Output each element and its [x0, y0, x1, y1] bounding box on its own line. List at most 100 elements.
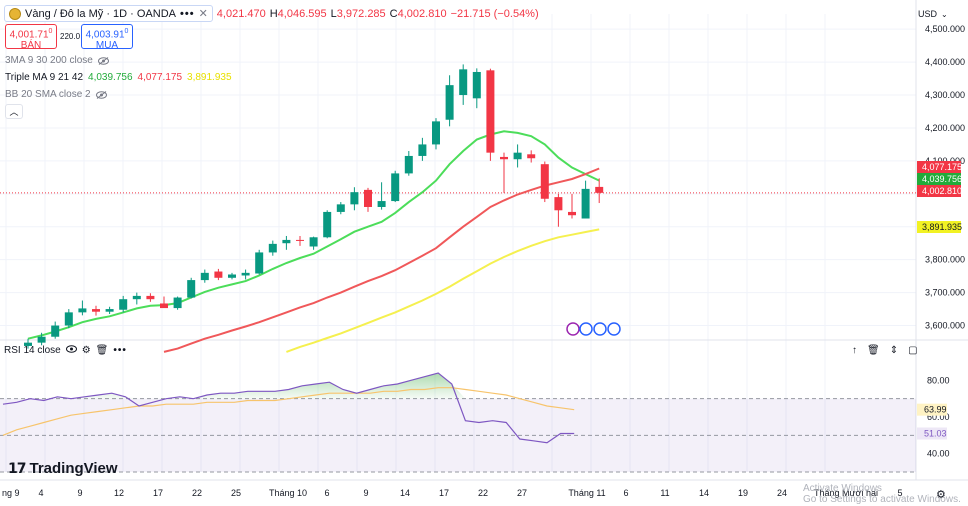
currency-selector[interactable]: USD ⌄ — [918, 9, 948, 19]
price-axis-badge: 4,002.810 — [917, 185, 962, 197]
time-tick-label: Tháng 10 — [269, 488, 307, 498]
triple-ma-value-3: 3,891.935 — [187, 72, 232, 83]
ohlc-high: H4,046.595 — [269, 7, 327, 20]
maximize-icon[interactable]: ▢ — [908, 345, 918, 356]
rsi-axis-badge: 51.03 — [917, 427, 947, 440]
more-dots-icon[interactable]: ••• — [113, 345, 127, 356]
price-tick-label: 4,500.000 — [925, 24, 965, 34]
candle-body — [228, 274, 236, 278]
price-axis-badge: 4,077.175 — [917, 161, 962, 173]
indicator-triple-ma[interactable]: Triple MA 9 21 42 4,039.756 4,077.175 3,… — [5, 72, 232, 83]
candle — [51, 321, 60, 339]
candle-body — [309, 237, 318, 247]
rsi-axis-badge: 63.99 — [917, 403, 947, 416]
watermark-line-2: Go to Settings to activate Windows. — [803, 494, 961, 505]
candle — [472, 68, 481, 109]
price-axis-badge-label: 4,039.756 — [922, 174, 962, 184]
collapse-icon[interactable]: ⇕ — [889, 345, 899, 356]
candle-body — [432, 121, 440, 145]
more-dots-icon[interactable]: ••• — [180, 7, 195, 20]
candle-body — [391, 173, 400, 202]
candle-body — [241, 272, 250, 276]
price-tick-label: 4,300.000 — [925, 90, 965, 100]
rsi-label: RSI 14 close — [4, 345, 61, 356]
candle — [418, 137, 427, 161]
eye-crossed-icon[interactable] — [97, 56, 109, 65]
sell-button[interactable]: 4,001.710 BÁN — [5, 24, 57, 51]
time-tick-label: 6 — [623, 488, 628, 498]
ma-mid-line — [163, 167, 600, 353]
candle — [595, 178, 604, 204]
time-tick-label: Tháng 11 — [568, 488, 605, 498]
lightning-event-icon — [566, 322, 580, 336]
candle — [119, 295, 128, 313]
candle — [78, 300, 87, 316]
candle-body — [214, 271, 223, 278]
time-tick-label: 9 — [363, 488, 368, 498]
candle — [173, 296, 182, 310]
indicator-3ma-label: 3MA 9 30 200 close — [5, 55, 93, 66]
windows-activation-watermark: Activate Windows Go to Settings to activ… — [803, 483, 961, 505]
candle — [255, 249, 264, 275]
sell-price: 4,001.71 — [9, 29, 49, 41]
rsi-tick-label: 60.00 — [927, 412, 950, 422]
ohlc-low: L3,972.285 — [330, 7, 386, 20]
candle-body — [336, 204, 345, 212]
candle-body — [187, 280, 196, 298]
currency-label: USD — [918, 9, 938, 19]
trash-icon[interactable]: 🗑 — [867, 345, 880, 356]
buy-button[interactable]: 4,003.910 MUA — [81, 24, 133, 52]
candle — [296, 235, 304, 246]
candle — [24, 338, 32, 349]
symbol-chip[interactable]: Vàng / Đô la Mỹ · 1D · OANDA ••• ✕ — [4, 5, 213, 22]
rsi-tick-label: 80.00 — [927, 375, 950, 385]
ma-fast-line — [27, 130, 600, 340]
rsi-ma-line — [2, 387, 575, 436]
candle — [527, 150, 536, 163]
rsi-axis-badge-label: 63.99 — [924, 405, 947, 415]
settings-icon[interactable]: ⚙ — [81, 345, 91, 356]
time-tick-label: 5 — [897, 488, 902, 498]
candle-body — [200, 272, 209, 281]
rsi-axis-badge-label: 51.03 — [924, 429, 947, 439]
price-axis-badge: 3,891.935 — [917, 221, 962, 233]
time-tick-label: 22 — [478, 488, 488, 498]
candle-body — [568, 211, 576, 216]
rsi-overbought-fill — [3, 373, 575, 399]
candle-body — [119, 299, 128, 310]
chevron-down-icon: ⌄ — [941, 9, 948, 19]
indicator-3ma[interactable]: 3MA 9 30 200 close — [5, 55, 109, 66]
symbol-name: Vàng / Đô la Mỹ · 1D · OANDA — [25, 7, 176, 20]
candle-body — [173, 297, 182, 309]
eye-icon[interactable] — [65, 345, 77, 356]
buy-label: MUA — [95, 40, 119, 52]
candle — [228, 272, 236, 280]
candle-body — [418, 144, 427, 156]
close-icon[interactable]: ✕ — [198, 8, 208, 20]
candle-body — [268, 243, 277, 253]
collapse-legend-button[interactable]: ︿ — [5, 104, 23, 119]
candle-body — [64, 312, 73, 326]
candle-body — [296, 239, 304, 241]
candle — [214, 268, 223, 281]
rsi-pane-tools: ↑ 🗑 ⇕ ▢ — [852, 345, 918, 356]
price-axis-badge-label: 3,891.935 — [922, 222, 962, 232]
candle — [377, 182, 386, 210]
rsi-tick-label: 40.00 — [927, 449, 950, 459]
axis-settings-icon[interactable]: ⚙ — [936, 489, 946, 501]
indicator-bb[interactable]: BB 20 SMA close 2 — [5, 89, 107, 100]
tradingview-logo[interactable]: 17 TradingView — [8, 460, 118, 477]
eye-crossed-icon[interactable] — [95, 90, 107, 99]
candle — [500, 152, 508, 193]
candle — [486, 68, 495, 161]
candle — [513, 144, 522, 168]
trash-icon[interactable]: 🗑 — [95, 345, 109, 356]
arrow-up-icon[interactable]: ↑ — [852, 345, 857, 356]
time-tick-label: Tháng Mười hai — [814, 488, 878, 498]
price-axis-badge-bg — [917, 161, 961, 173]
time-tick-label: 17 — [439, 488, 449, 498]
price-axis-badge-label: 4,002.810 — [922, 186, 962, 196]
gold-coin-icon — [9, 7, 21, 20]
